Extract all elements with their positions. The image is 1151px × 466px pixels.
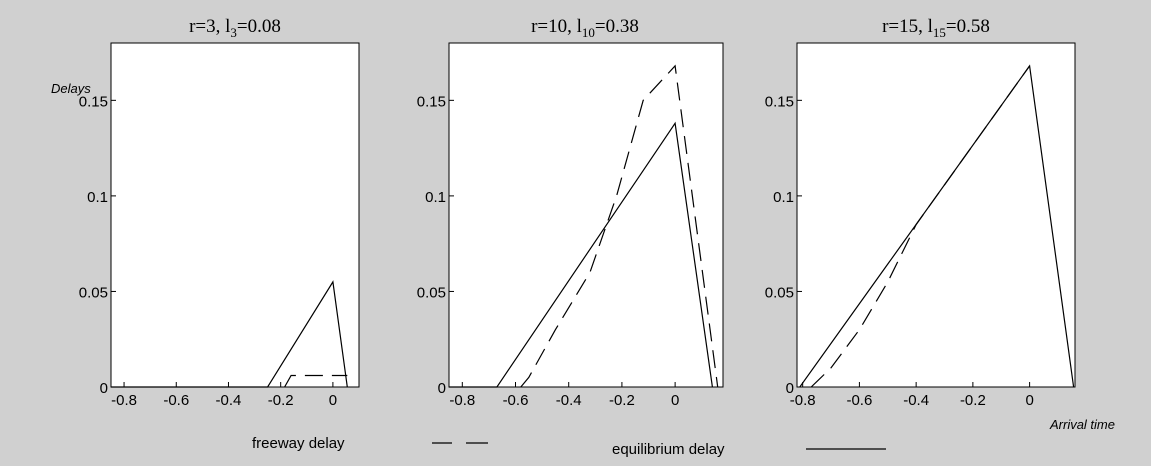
chart-title-1: r=3, l3=0.08 [189,16,281,40]
series-dashed-3 [810,65,1031,388]
series-dashed-2 [520,64,719,388]
y-axis-label-1: Delays [51,81,91,96]
chart-panel-3: r=15, l15=0.58 0 0.05 0.1 0.15 -0.8 -0.6 -0.4 -0… [765,16,1115,432]
x-axis-label-3: Arrival time [1049,417,1115,432]
chart-panel-2: r=10, l10=0.38 0 0.05 0.1 0.15 -0.8 -0.6 -0.4 -0… [417,16,724,409]
y-tick-label-3-2: 0.1 [773,189,794,206]
y-tick-label-2-0: 0 [438,380,446,397]
x-tick-label-2-1: -0.6 [503,392,529,409]
series-dashed-1 [284,374,348,388]
x-tick-label-2-4: 0 [671,392,679,409]
x-tick-label-3-0: -0.8 [790,392,816,409]
y-tick-label-3-1: 0.05 [765,284,794,301]
x-tick-label-3-4: 0 [1025,392,1033,409]
x-tick-label-1-0: -0.8 [111,392,137,409]
chart-panel-1: r=3, l3=0.08 0 0.05 0.1 0.15 -0.8 -0.6 -0.4 -0.2… [51,16,360,409]
chart-title-2: r=10, l10=0.38 [531,16,639,40]
y-tick-label-1-0: 0 [100,380,108,397]
chart-title-3: r=15, l15=0.58 [882,16,990,40]
y-tick-label-3-0: 0 [786,380,794,397]
y-tick-label-1-3: 0.15 [79,93,108,110]
x-tick-label-1-2: -0.4 [216,392,242,409]
y-tick-label-3-3: 0.15 [765,93,794,110]
y-tick-label-1-1: 0.05 [79,284,108,301]
x-tick-label-2-0: -0.8 [449,392,475,409]
x-tick-label-3-1: -0.6 [846,392,872,409]
series-solid-1 [111,280,348,388]
y-tick-label-2-2: 0.1 [425,189,446,206]
x-tick-label-3-2: -0.4 [903,392,929,409]
plot-area-2 [448,42,724,388]
x-tick-label-1-4: 0 [329,392,337,409]
x-tick-label-1-3: -0.2 [268,392,294,409]
legend-label-equilibrium-delay: equilibrium delay [612,441,725,458]
series-solid-2 [449,121,713,388]
plot-area-1 [110,42,360,388]
legend: freeway delay equilibrium delay [252,435,886,458]
x-tick-label-2-2: -0.4 [556,392,582,409]
x-tick-label-2-3: -0.2 [609,392,635,409]
x-tick-label-1-1: -0.6 [163,392,189,409]
y-tick-label-2-1: 0.05 [417,284,446,301]
legend-label-freeway-delay: freeway delay [252,435,345,452]
plot-area-3 [796,42,1076,388]
y-tick-label-2-3: 0.15 [417,93,446,110]
x-tick-label-3-3: -0.2 [960,392,986,409]
y-tick-label-1-2: 0.1 [87,189,108,206]
